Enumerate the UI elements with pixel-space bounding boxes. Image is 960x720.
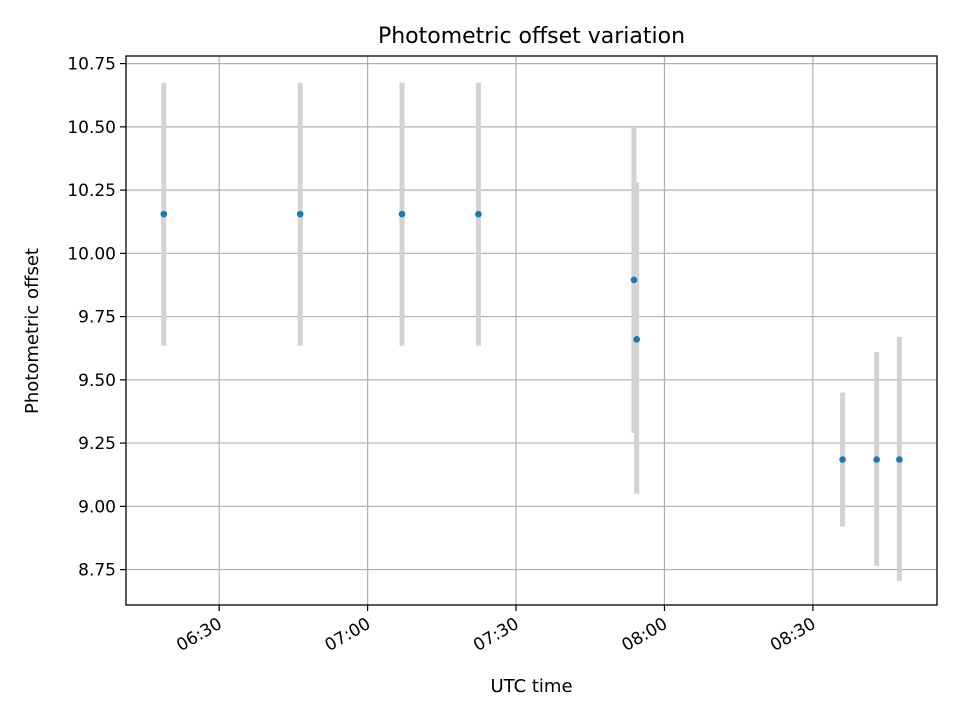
data-point xyxy=(296,210,304,218)
y-ticks: 8.75 9.00 9.25 9.50 9.75 10.00 10.25 10.50 10.75 xyxy=(67,55,126,581)
x-ticks: 06:30 07:00 07:30 08:00 08:30 xyxy=(173,605,819,656)
data-point xyxy=(873,456,880,463)
x-tick-label: 08:30 xyxy=(767,614,819,656)
y-axis-label: Photometric offset xyxy=(22,248,43,414)
data-point xyxy=(160,210,168,218)
grid-lines xyxy=(126,56,937,605)
y-tick-label: 10.50 xyxy=(67,118,116,138)
data-point xyxy=(475,210,482,218)
x-axis-label: UTC time xyxy=(490,676,572,697)
plot-frame xyxy=(125,55,938,606)
data-points xyxy=(160,210,903,463)
data-point xyxy=(398,210,406,218)
x-tick-label: 08:00 xyxy=(619,614,671,656)
y-tick-label: 10.25 xyxy=(67,181,116,201)
y-tick-label: 8.75 xyxy=(78,561,116,581)
y-tick-label: 10.00 xyxy=(67,244,116,264)
y-tick-label: 9.00 xyxy=(78,497,116,517)
data-point xyxy=(839,456,846,463)
x-tick-label: 07:30 xyxy=(470,614,522,656)
data-point xyxy=(896,456,903,463)
y-tick-label: 9.75 xyxy=(78,308,116,328)
chart-title: Photometric offset variation xyxy=(378,24,685,49)
data-point xyxy=(630,276,638,284)
data-point xyxy=(633,336,640,343)
x-tick-label: 06:30 xyxy=(173,614,225,656)
y-tick-label: 9.50 xyxy=(78,371,116,391)
x-tick-label: 07:00 xyxy=(322,614,374,656)
y-tick-label: 10.75 xyxy=(67,55,116,75)
y-tick-label: 9.25 xyxy=(78,434,116,454)
